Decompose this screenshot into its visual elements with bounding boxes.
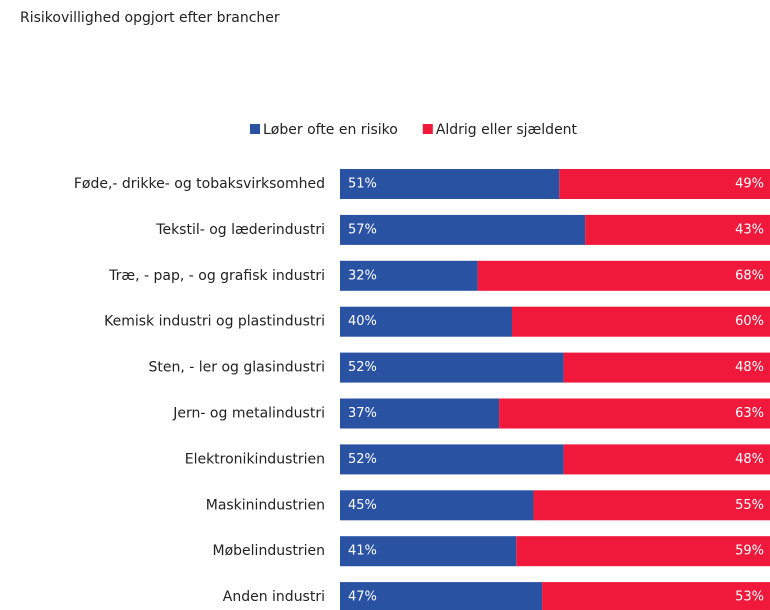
value-label: 45% <box>348 498 377 513</box>
category-label: Anden industri <box>223 589 325 605</box>
bar-segment <box>516 536 770 567</box>
value-label: 37% <box>348 406 377 421</box>
bar-segment <box>340 214 586 245</box>
category-label: Elektronikindustrien <box>185 451 325 467</box>
value-label: 68% <box>735 268 764 283</box>
value-label: 43% <box>735 222 764 237</box>
category-label: Føde,- drikke- og tobaksvirksomhed <box>74 176 325 192</box>
legend-swatch <box>250 124 260 134</box>
legend-swatch <box>422 124 433 134</box>
bar-segment <box>542 582 770 610</box>
category-label: Træ, - pap, - og grafisk industri <box>108 268 325 284</box>
value-label: 52% <box>348 360 377 375</box>
bar-segment <box>499 398 770 429</box>
value-label: 57% <box>348 222 377 237</box>
bar-segment <box>563 444 770 475</box>
value-label: 59% <box>735 544 764 559</box>
value-label: 48% <box>735 452 764 467</box>
chart-title: Risikovillighed opgjort efter brancher <box>20 10 280 26</box>
bar-segment <box>563 352 770 383</box>
bar-segment <box>340 169 560 199</box>
value-label: 49% <box>735 177 764 192</box>
category-label: Jern- og metalindustri <box>172 406 325 422</box>
value-label: 52% <box>348 452 377 467</box>
bar-segment <box>585 214 770 245</box>
category-label: Møbelindustrien <box>213 543 325 559</box>
category-label: Sten, - ler og glasindustri <box>149 360 325 376</box>
bar-segment <box>340 352 564 383</box>
bar-segment <box>340 398 500 429</box>
category-label: Kemisk industri og plastindustri <box>104 314 325 330</box>
value-label: 55% <box>735 498 764 513</box>
bar-segment <box>340 490 534 521</box>
bar-segment <box>533 490 770 521</box>
category-label: Tekstil- og læderindustri <box>155 222 325 238</box>
value-label: 40% <box>348 314 377 329</box>
value-label: 60% <box>735 314 764 329</box>
bar-segment <box>340 306 512 337</box>
value-label: 53% <box>735 590 764 605</box>
value-label: 47% <box>348 590 377 605</box>
bar-segment <box>340 260 478 291</box>
legend-label: Aldrig eller sjældent <box>436 122 578 138</box>
legend-label: Løber ofte en risiko <box>263 122 398 138</box>
bar-segment <box>340 536 517 567</box>
bar-segment <box>512 306 770 337</box>
value-label: 51% <box>348 177 377 192</box>
value-label: 41% <box>348 544 377 559</box>
value-label: 63% <box>735 406 764 421</box>
bar-segment <box>559 169 770 199</box>
category-label: Maskinindustrien <box>206 497 325 513</box>
bar-segment <box>340 582 543 610</box>
value-label: 48% <box>735 360 764 375</box>
value-label: 32% <box>348 268 377 283</box>
bar-segment <box>477 260 770 291</box>
bar-segment <box>340 444 564 475</box>
